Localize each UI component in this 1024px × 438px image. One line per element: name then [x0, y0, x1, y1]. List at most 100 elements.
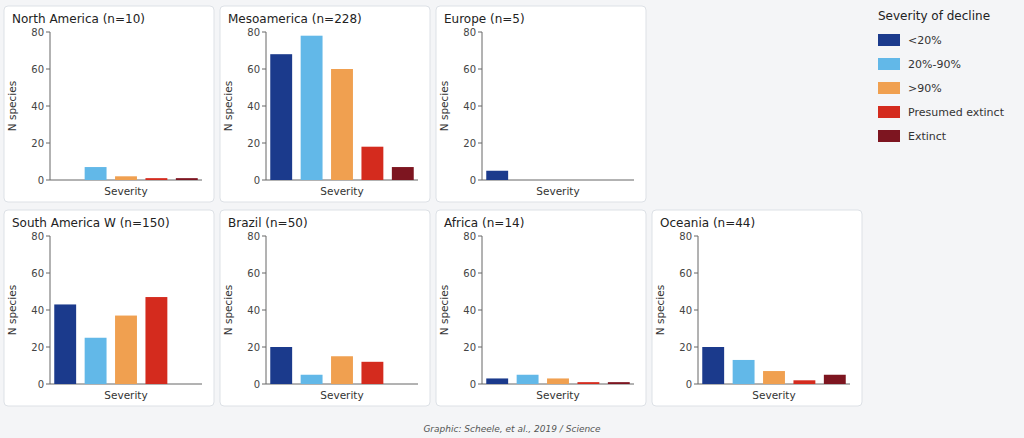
legend: Severity of decline<20%20%-90%>90%Presum…: [878, 9, 1005, 143]
bars: [270, 347, 383, 384]
y-tick-label: 40: [31, 305, 44, 316]
y-tick: [262, 106, 266, 107]
panel: Brazil (n=50)020406080SeverityN species: [220, 210, 430, 406]
x-axis-label: Severity: [320, 185, 363, 197]
bars: [54, 297, 167, 384]
bar: [793, 380, 815, 384]
y-tick: [694, 310, 698, 311]
bar: [331, 356, 353, 384]
bar: [270, 54, 292, 180]
legend-label: Presumed extinct: [908, 106, 1005, 119]
y-tick: [262, 180, 266, 181]
bar: [115, 176, 137, 180]
x-axis-label: Severity: [104, 185, 147, 197]
y-tick-label: 80: [247, 231, 260, 242]
bar: [486, 378, 508, 384]
y-tick: [694, 236, 698, 237]
y-tick: [46, 143, 50, 144]
legend-label: 20%-90%: [908, 58, 961, 71]
panel-title: Brazil (n=50): [228, 216, 308, 230]
panel: Mesoamerica (n=228)020406080SeverityN sp…: [220, 6, 430, 202]
y-tick: [478, 273, 482, 274]
bar: [577, 180, 599, 181]
panel-background: [436, 210, 646, 406]
legend-title: Severity of decline: [878, 9, 990, 23]
y-tick: [478, 347, 482, 348]
y-tick: [46, 347, 50, 348]
panel-title: North America (n=10): [12, 12, 145, 26]
bar: [301, 36, 323, 180]
y-tick: [46, 69, 50, 70]
y-tick-label: 0: [686, 379, 692, 390]
bar: [85, 167, 107, 180]
y-tick: [46, 384, 50, 385]
y-tick: [262, 143, 266, 144]
legend-label: Extinct: [908, 130, 947, 143]
bar: [547, 378, 569, 384]
y-tick: [262, 347, 266, 348]
panel-background: [220, 210, 430, 406]
bar: [176, 178, 198, 180]
y-tick: [478, 384, 482, 385]
y-tick-label: 80: [31, 27, 44, 38]
y-tick: [46, 180, 50, 181]
y-axis: [50, 236, 51, 384]
panel-title: Mesoamerica (n=228): [228, 12, 362, 26]
x-axis-label: Severity: [536, 185, 579, 197]
bars: [486, 171, 508, 180]
background: [0, 0, 1024, 438]
y-tick-label: 20: [463, 342, 476, 353]
bar: [577, 382, 599, 384]
y-tick-label: 20: [31, 138, 44, 149]
legend-swatch: [878, 106, 900, 118]
bar: [145, 178, 167, 180]
y-tick-label: 40: [31, 101, 44, 112]
y-tick-label: 40: [463, 305, 476, 316]
bar: [145, 297, 167, 384]
bar: [763, 371, 785, 384]
y-tick: [46, 106, 50, 107]
legend-swatch: [878, 34, 900, 46]
y-axis: [482, 236, 483, 384]
y-axis: [698, 236, 699, 384]
y-axis-label: N species: [438, 285, 450, 335]
y-tick-label: 20: [679, 342, 692, 353]
panel: Oceania (n=44)020406080SeverityN species: [652, 210, 862, 406]
bar: [733, 360, 755, 384]
y-tick: [262, 273, 266, 274]
bar: [331, 69, 353, 180]
y-tick: [478, 310, 482, 311]
y-axis-label: N species: [222, 81, 234, 131]
y-tick-label: 40: [247, 305, 260, 316]
y-tick-label: 40: [679, 305, 692, 316]
y-tick: [46, 310, 50, 311]
y-tick: [478, 236, 482, 237]
panel-background: [220, 6, 430, 202]
bar: [54, 180, 76, 181]
bar: [824, 375, 846, 384]
bars: [85, 167, 198, 180]
y-tick-label: 0: [254, 175, 260, 186]
y-axis: [266, 32, 267, 180]
y-tick-label: 60: [247, 268, 260, 279]
bar: [486, 171, 508, 180]
y-tick-label: 60: [247, 64, 260, 75]
y-tick-label: 20: [247, 342, 260, 353]
panel-title: Europe (n=5): [444, 12, 525, 26]
y-tick-label: 80: [463, 231, 476, 242]
bar: [392, 384, 414, 385]
y-tick: [478, 106, 482, 107]
y-tick: [262, 32, 266, 33]
y-tick-label: 20: [247, 138, 260, 149]
bar: [301, 375, 323, 384]
panel: North America (n=10)020406080SeverityN s…: [4, 6, 214, 202]
y-axis-label: N species: [6, 81, 18, 131]
y-axis: [50, 32, 51, 180]
legend-swatch: [878, 82, 900, 94]
y-axis-label: N species: [222, 285, 234, 335]
bar: [85, 338, 107, 384]
y-tick-label: 80: [247, 27, 260, 38]
y-tick: [694, 384, 698, 385]
bar: [270, 347, 292, 384]
y-tick-label: 0: [38, 379, 44, 390]
